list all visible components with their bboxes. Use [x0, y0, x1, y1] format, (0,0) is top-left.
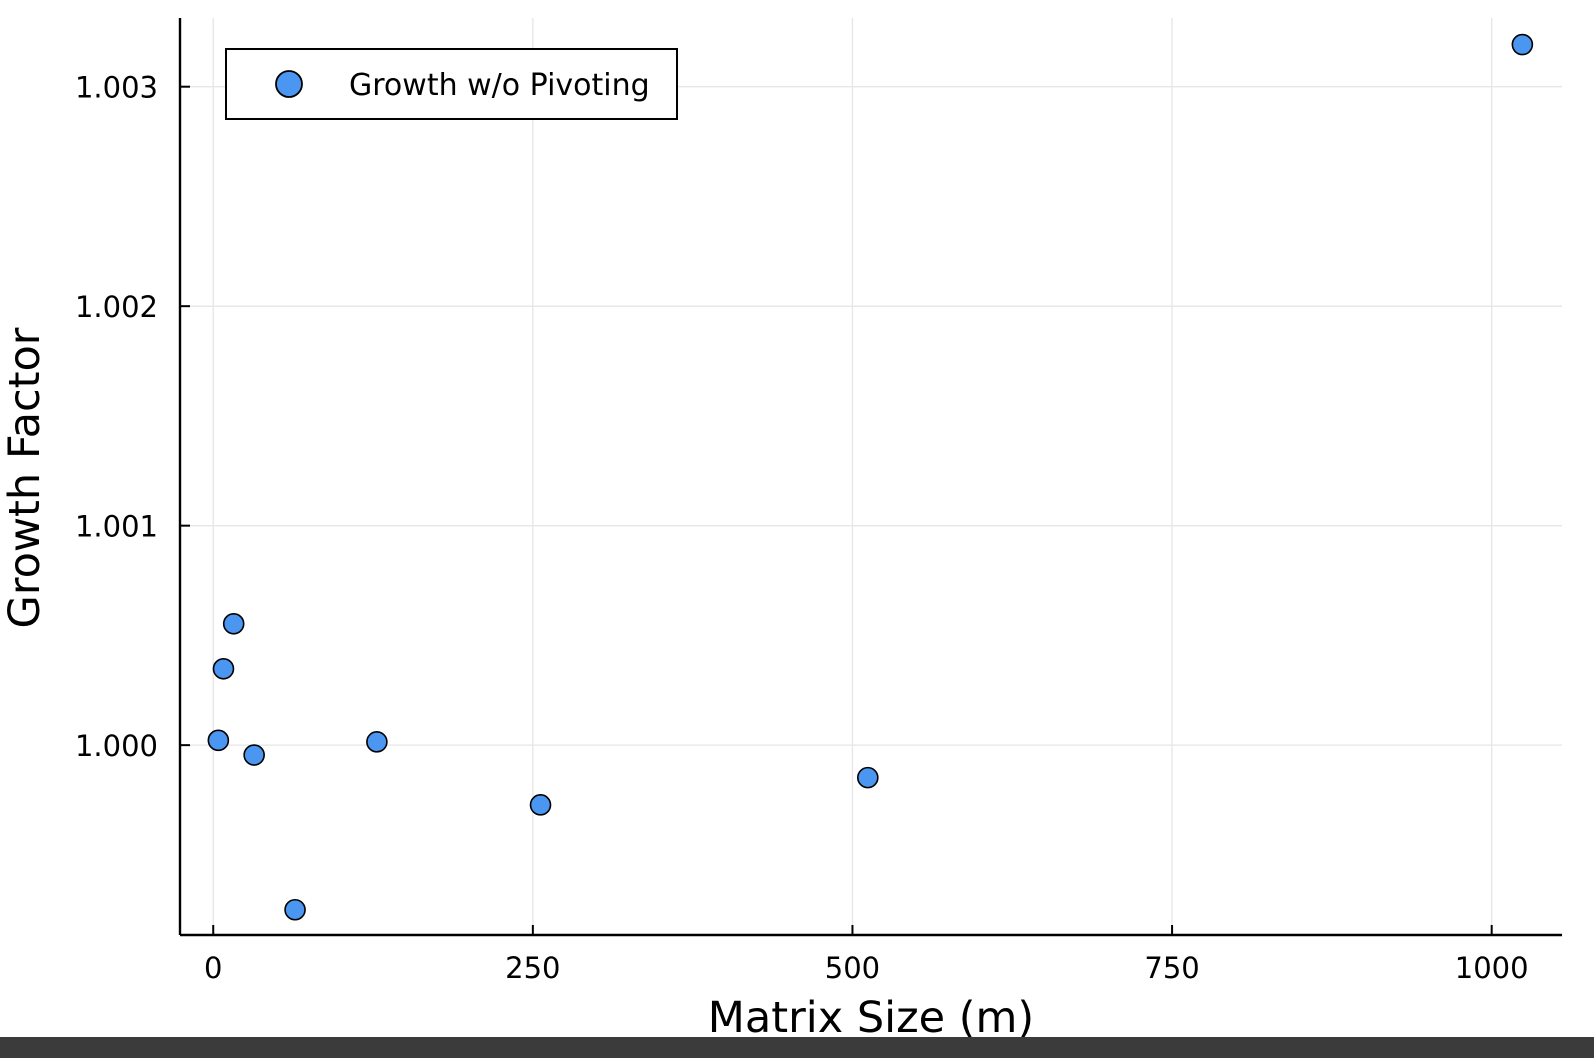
- x-tick-label: 750: [1144, 951, 1199, 985]
- data-point: [212, 657, 235, 680]
- y-tick-label: 1.001: [75, 510, 158, 544]
- x-tick-label: 500: [825, 951, 880, 985]
- y-tick-label: 1.002: [75, 290, 158, 324]
- legend-marker: [275, 70, 303, 98]
- window-bottom-border: [0, 1037, 1594, 1058]
- data-points: [207, 33, 1534, 921]
- x-tick-label: 1000: [1455, 951, 1529, 985]
- x-tick-label: 250: [505, 951, 560, 985]
- x-tick-label: 0: [204, 951, 222, 985]
- data-point: [243, 744, 265, 766]
- y-axis-title: Growth Factor: [0, 327, 50, 628]
- x-axis-title: Matrix Size (m): [708, 993, 1034, 1043]
- axes: [178, 18, 1562, 937]
- data-point: [1511, 33, 1534, 56]
- data-point: [284, 898, 306, 921]
- data-point: [857, 766, 879, 789]
- axis-ticks: 0 250 500 750 1000 1.000 1.001 1.002 1.003: [75, 71, 1529, 985]
- grid-lines: [180, 18, 1562, 935]
- y-tick-label: 1.003: [75, 71, 158, 105]
- data-point: [366, 731, 388, 753]
- data-point: [207, 729, 230, 752]
- data-point: [529, 794, 552, 816]
- legend-label: Growth w/o Pivoting: [349, 68, 650, 103]
- legend: Growth w/o Pivoting: [225, 48, 678, 120]
- y-tick-label: 1.000: [75, 729, 158, 763]
- data-point: [222, 612, 245, 635]
